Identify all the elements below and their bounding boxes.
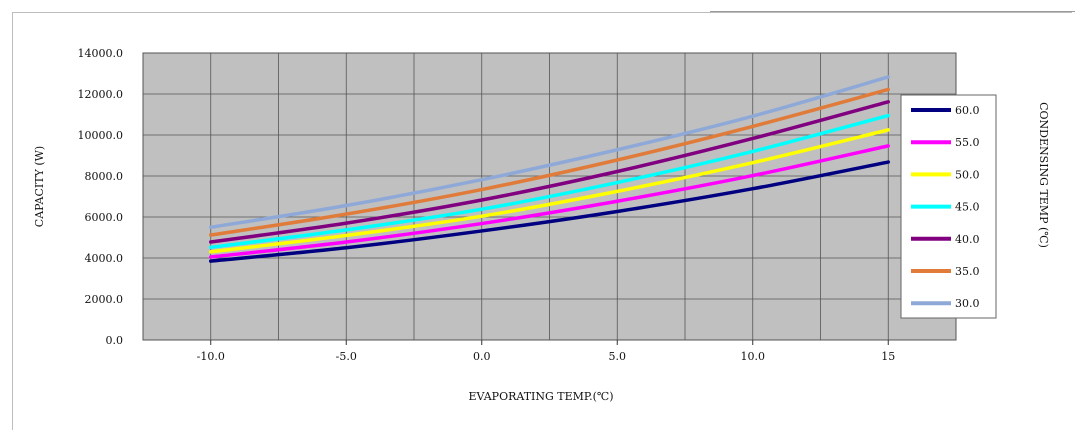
y-tick-label: 2000.0 xyxy=(85,293,124,306)
series-line-55.0 xyxy=(209,144,890,259)
y-tick-label: 10000.0 xyxy=(78,129,124,142)
series-line-45.0 xyxy=(209,113,890,250)
y-axis-label: CAPACITY (W) xyxy=(33,146,46,227)
x-tick-label: 0.0 xyxy=(473,350,491,363)
legend-label: 50.0 xyxy=(955,168,980,181)
series-line-35.0 xyxy=(209,87,890,237)
legend-label: 30.0 xyxy=(955,297,980,310)
y-tick-label: 8000.0 xyxy=(85,170,124,183)
series-line-60.0 xyxy=(209,160,890,263)
x-tick-label: -10.0 xyxy=(197,350,225,363)
x-tick-label: 15 xyxy=(881,350,895,363)
legend-label: 40.0 xyxy=(955,233,980,246)
chart-frame xyxy=(12,12,1072,430)
x-axis-ticks: -10.0 -5.0 0.0 5.0 10.0 15 xyxy=(197,340,895,363)
x-axis-label: EVAPORATING TEMP.(℃) xyxy=(469,390,614,403)
y-tick-label: 12000.0 xyxy=(78,88,124,101)
series-line-30.0 xyxy=(209,75,890,229)
legend-label: 35.0 xyxy=(955,265,980,278)
y-tick-label: 0.0 xyxy=(106,334,124,347)
x-tick-label: 5.0 xyxy=(609,350,627,363)
x-tick-label: 10.0 xyxy=(741,350,766,363)
x-tick-label: -5.0 xyxy=(336,350,357,363)
y-tick-label: 14000.0 xyxy=(78,47,124,60)
y-axis-ticks: 0.0 2000.0 4000.0 6000.0 8000.0 10000.0 12000.… xyxy=(78,47,124,347)
series-line-40.0 xyxy=(209,100,890,244)
legend-label: 55.0 xyxy=(955,136,980,149)
series-line-50.0 xyxy=(209,128,890,254)
y-tick-label: 6000.0 xyxy=(85,211,124,224)
legend-label: 45.0 xyxy=(955,201,980,214)
series-lines xyxy=(209,75,890,263)
legend-label: 60.0 xyxy=(955,104,980,117)
top-edge-bar xyxy=(710,0,1075,12)
y-tick-label: 4000.0 xyxy=(85,252,124,265)
legend: 60.0 55.0 50.0 45.0 40.0 35.0 30.0 xyxy=(900,94,997,319)
legend-title: CONDENSING TEMP (℃) xyxy=(1037,102,1050,248)
